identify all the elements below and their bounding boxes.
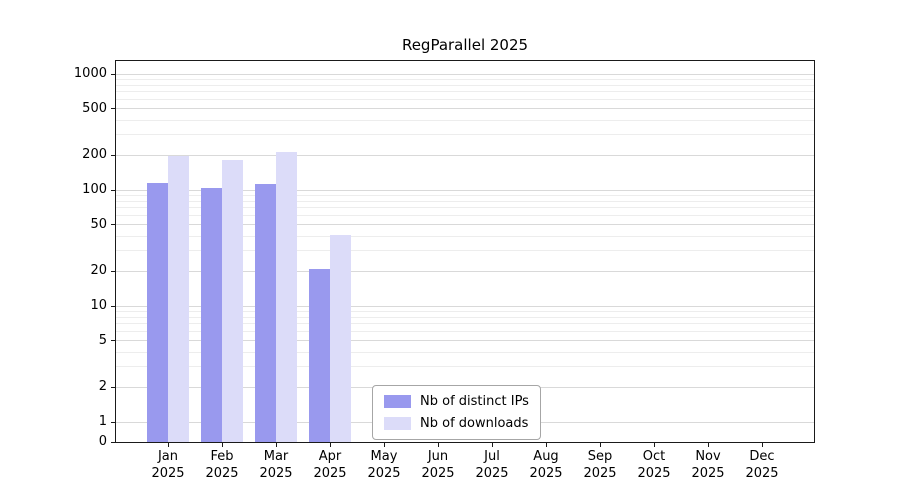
x-tick-label: May 2025 [367, 449, 401, 481]
x-tick-label: Jun 2025 [421, 449, 455, 481]
bar-downloads [276, 151, 297, 442]
y-tick-mark [111, 224, 116, 226]
x-tick-mark [545, 442, 547, 447]
y-tick-mark [111, 340, 116, 342]
bar-downloads [222, 159, 243, 442]
x-tick-label: Jul 2025 [475, 449, 509, 481]
major-gridline [116, 154, 814, 156]
minor-gridline [116, 323, 814, 325]
major-gridline [116, 270, 814, 272]
x-tick-mark [275, 442, 277, 447]
minor-gridline [116, 250, 814, 252]
major-gridline [116, 340, 814, 342]
x-tick-label: Sep 2025 [583, 449, 617, 481]
x-tick-mark [167, 442, 169, 447]
major-gridline [116, 189, 814, 191]
y-tick-label: 200 [82, 147, 107, 163]
y-tick-label: 100 [82, 182, 107, 197]
x-tick-mark [221, 442, 223, 447]
y-tick-mark [111, 73, 116, 75]
minor-gridline [116, 91, 814, 93]
y-tick-mark [111, 270, 116, 272]
minor-gridline [116, 235, 814, 237]
y-tick-label: 20 [90, 263, 107, 279]
y-tick-mark [111, 108, 116, 110]
major-gridline [116, 305, 814, 307]
y-tick-mark [111, 305, 116, 307]
bar-downloads [168, 156, 189, 442]
major-gridline [116, 73, 814, 75]
x-tick-label: Nov 2025 [691, 449, 725, 481]
x-tick-mark [437, 442, 439, 447]
x-tick-mark [329, 442, 331, 447]
y-tick-label: 0 [98, 434, 107, 449]
y-tick-mark [111, 441, 116, 443]
minor-gridline [116, 200, 814, 202]
x-tick-label: Feb 2025 [205, 449, 239, 481]
y-tick-label: 10 [90, 298, 107, 313]
x-tick-label: Oct 2025 [637, 449, 671, 481]
minor-gridline [116, 215, 814, 217]
y-tick-mark [111, 421, 116, 423]
y-tick-mark [111, 189, 116, 191]
minor-gridline [116, 119, 814, 121]
y-tick-label: 50 [90, 216, 107, 232]
y-tick-label: 1 [98, 414, 107, 429]
x-tick-label: Aug 2025 [529, 449, 563, 481]
y-tick-mark [111, 154, 116, 156]
minor-gridline [116, 310, 814, 312]
minor-gridline [116, 99, 814, 101]
x-tick-label: Dec 2025 [745, 449, 779, 481]
x-tick-label: Mar 2025 [259, 449, 293, 481]
plot-area: 1000 500 200 100 50 20 10 5 2 1 0 Jan 2025 Feb 2025 Mar… [74, 60, 815, 481]
x-tick-label: Jan 2025 [151, 449, 185, 481]
bar-distinct-ips [147, 182, 168, 442]
minor-gridline [116, 134, 814, 136]
minor-gridline [116, 351, 814, 353]
chart-title: RegParallel 2025 [401, 36, 529, 54]
x-tick-mark [653, 442, 655, 447]
bar-layer [116, 61, 814, 442]
y-tick-label: 2 [98, 379, 107, 395]
minor-gridline [116, 84, 814, 86]
x-tick-label: Apr 2025 [313, 449, 347, 481]
grid-layer [116, 61, 814, 442]
legend-item-downloads: Nb of downloads [384, 416, 529, 431]
y-tick-mark [111, 386, 116, 388]
minor-gridline [116, 366, 814, 368]
legend-swatch-downloads [384, 417, 411, 430]
y-tick-label: 500 [82, 100, 107, 116]
y-tick-label: 1000 [73, 66, 107, 81]
bar-distinct-ips [201, 187, 222, 442]
legend-label-downloads: Nb of downloads [420, 416, 529, 431]
legend: Nb of distinct IPs Nb of downloads [372, 385, 541, 440]
legend-item-distinct-ips: Nb of distinct IPs [384, 394, 529, 409]
minor-gridline [116, 331, 814, 333]
x-tick-mark [383, 442, 385, 447]
x-tick-mark [491, 442, 493, 447]
x-tick-mark [761, 442, 763, 447]
bar-downloads [330, 234, 351, 442]
legend-label-distinct-ips: Nb of distinct IPs [420, 394, 529, 409]
legend-swatch-distinct-ips [384, 395, 411, 408]
x-tick-mark [599, 442, 601, 447]
y-tick-label: 5 [98, 332, 107, 348]
bar-distinct-ips [309, 268, 330, 442]
minor-gridline [116, 316, 814, 318]
bar-distinct-ips [255, 184, 276, 442]
minor-gridline [116, 207, 814, 209]
axis-layer: 1000 500 200 100 50 20 10 5 2 1 0 Jan 2025 Feb 2025 Mar… [74, 61, 814, 481]
minor-gridline [116, 78, 814, 80]
x-tick-mark [707, 442, 709, 447]
minor-gridline [116, 194, 814, 196]
major-gridline [116, 224, 814, 226]
major-gridline [116, 108, 814, 110]
